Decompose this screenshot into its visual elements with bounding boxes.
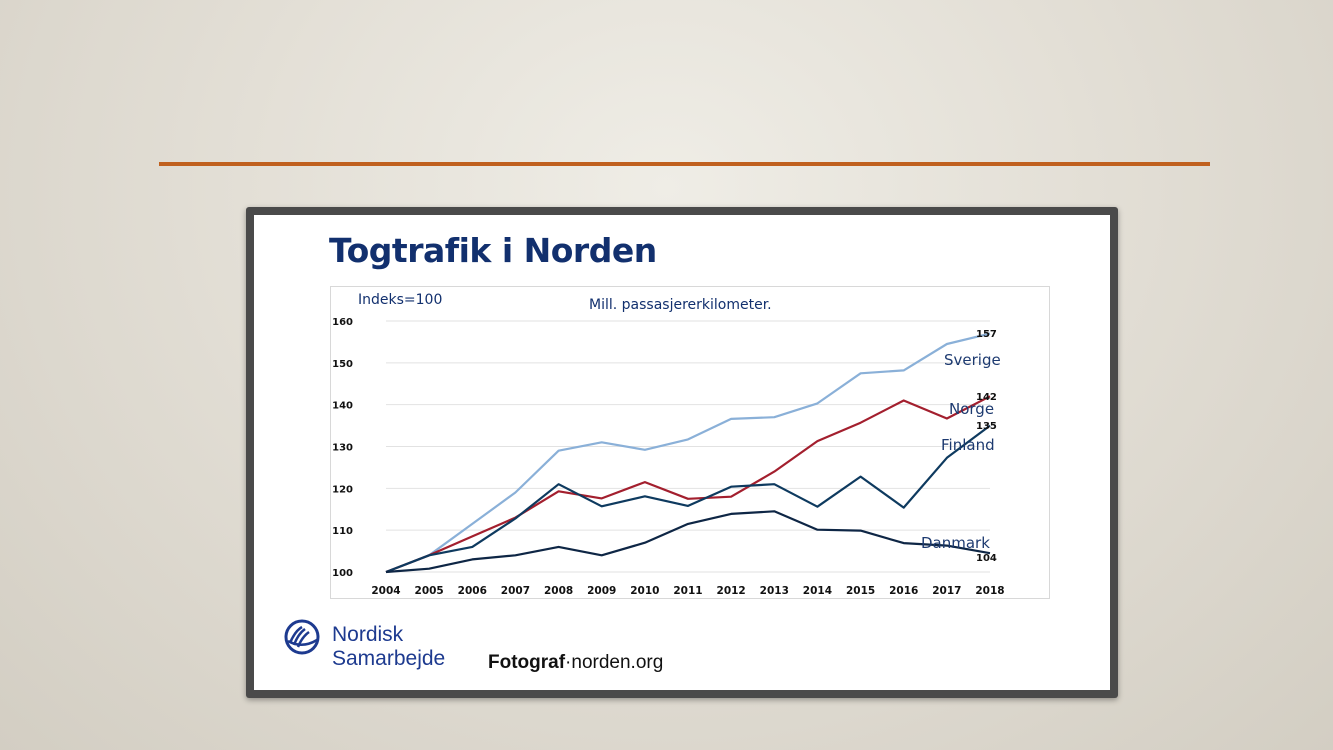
x-tick-label: 2005	[415, 585, 444, 597]
series-line-norge	[385, 395, 991, 574]
accent-divider-line	[159, 162, 1210, 166]
legend-label-sverige: Sverige	[944, 351, 1001, 369]
x-tick-label: 2007	[501, 585, 530, 597]
y-tick-label: 130	[332, 443, 353, 454]
end-value-danmark: 104	[976, 553, 997, 564]
x-tick-label: 2006	[458, 585, 487, 597]
y-tick-label: 120	[332, 484, 353, 495]
y-tick-label: 150	[332, 359, 353, 370]
y-axis-label: Indeks=100	[358, 292, 442, 308]
legend-label-finland: Finland	[941, 436, 995, 454]
legend-label-danmark: Danmark	[921, 534, 990, 552]
end-value-sverige: 157	[976, 329, 997, 340]
legend-label-norge: Norge	[949, 400, 994, 418]
x-tick-label: 2010	[630, 585, 659, 597]
x-tick-label: 2013	[760, 585, 789, 597]
slide-title: Togtrafik i Norden	[329, 231, 657, 270]
y-tick-label: 140	[332, 401, 353, 412]
y-tick-label: 100	[332, 568, 353, 579]
x-tick-label: 2011	[673, 585, 702, 597]
x-tick-label: 2004	[371, 585, 400, 597]
x-tick-label: 2015	[846, 585, 875, 597]
organization-name: Nordisk Samarbejde	[332, 623, 445, 671]
organization-name-line1: Nordisk	[332, 623, 404, 646]
x-tick-label: 2009	[587, 585, 616, 597]
end-value-finland: 135	[976, 421, 997, 432]
embedded-slide: Togtrafik i Norden 100 110 120 130 140 150 160…	[254, 215, 1110, 690]
y-tick-label: 110	[332, 526, 353, 537]
end-value-norge: 142	[976, 392, 997, 403]
x-tick-label: 2012	[717, 585, 746, 597]
x-tick-label: 2018	[975, 585, 1004, 597]
series-line-danmark	[385, 510, 991, 574]
organization-name-line2: Samarbejde	[332, 647, 446, 670]
x-tick-label: 2017	[932, 585, 961, 597]
chart-title: Mill. passasjererkilometer.	[589, 297, 772, 313]
y-tick-label: 160	[332, 317, 353, 328]
x-tick-label: 2016	[889, 585, 918, 597]
picture-frame: Togtrafik i Norden 100 110 120 130 140 150 160…	[246, 207, 1118, 698]
photo-credit-bold: Fotograf	[488, 652, 566, 673]
x-tick-label: 2014	[803, 585, 832, 597]
series-line-finland	[385, 424, 991, 574]
series-line-sverige	[385, 332, 991, 574]
line-chart: 100 110 120 130 140 150 160 2004 2005 2006 2007 200…	[330, 286, 1050, 599]
nordisk-samarbejde-swan-logo-icon	[284, 619, 320, 655]
photo-credit-domain: ·norden.org	[565, 652, 664, 673]
x-tick-label: 2008	[544, 585, 573, 597]
photo-credit: Fotograf·norden.org	[488, 652, 663, 674]
